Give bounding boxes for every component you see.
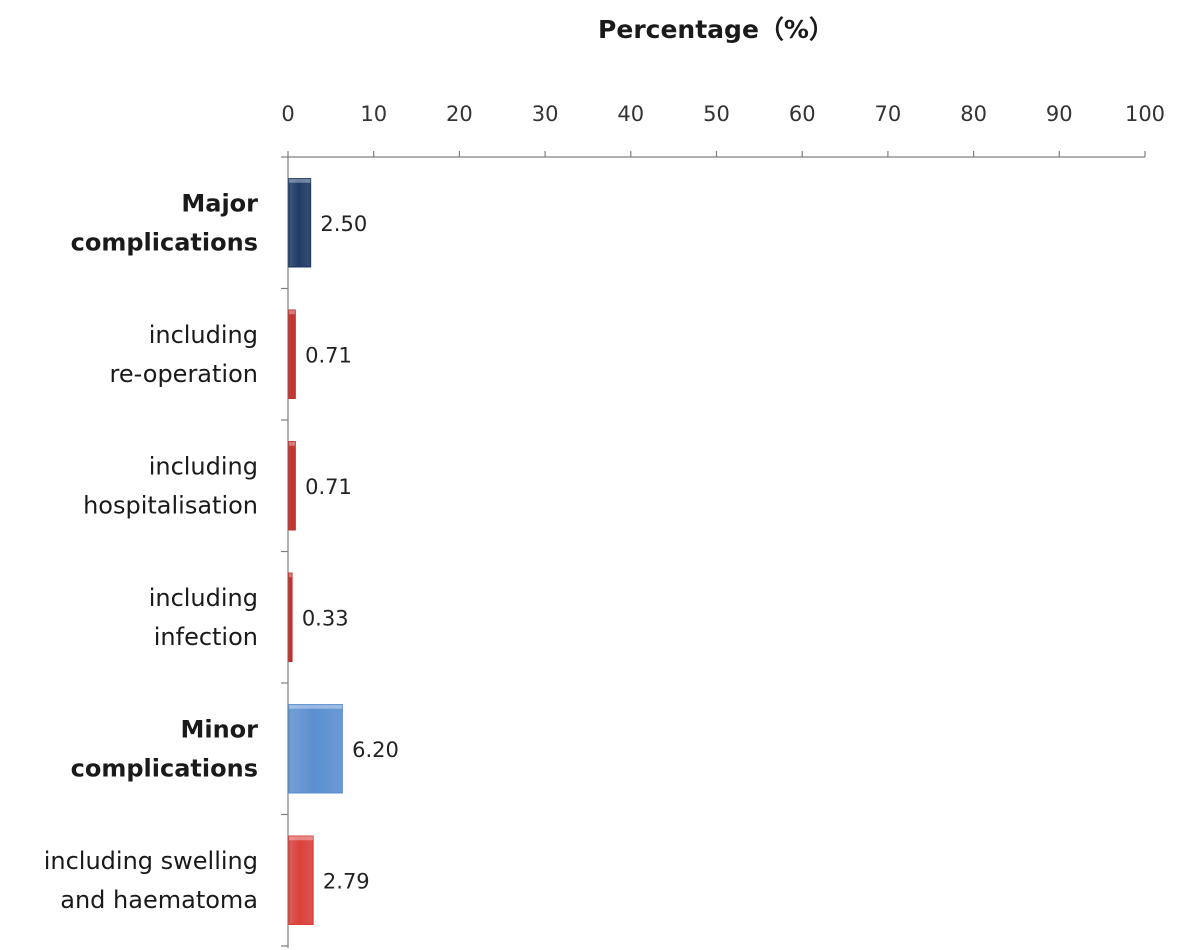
x-tick-label: 80 (960, 102, 987, 126)
category-label: including re-operation (110, 321, 258, 388)
data-label: 0.71 (305, 343, 352, 367)
bar (288, 835, 314, 925)
y-axis (281, 156, 289, 948)
category-label: Minor complications (71, 715, 258, 782)
bar-highlight (289, 178, 311, 183)
bar (288, 441, 296, 531)
bars-group (288, 178, 343, 925)
x-tick-label: 50 (703, 102, 730, 126)
category-label: including swelling and haematoma (44, 847, 258, 914)
data-label: 6.20 (352, 738, 399, 762)
data-labels: 2.50 0.71 0.71 0.33 6.20 2.79 (302, 212, 399, 894)
category-label: Major complications (71, 189, 258, 256)
bar-highlight (289, 836, 313, 841)
x-tick-label: 100 (1125, 102, 1165, 126)
x-axis-title: Percentage（%） (598, 15, 834, 44)
bar (288, 572, 293, 662)
x-tick-label: 40 (617, 102, 644, 126)
bar-highlight (289, 310, 296, 315)
x-tick-label: 0 (281, 102, 294, 126)
bar (288, 704, 343, 794)
x-tick-label: 60 (789, 102, 816, 126)
category-label: including infection (149, 584, 258, 651)
bar-highlight (289, 441, 296, 446)
x-axis: 0 10 20 30 40 50 60 70 80 90 100 (281, 102, 1165, 158)
data-label: 0.71 (305, 475, 352, 499)
data-label: 2.50 (320, 212, 367, 236)
category-label: including hospitalisation (83, 452, 258, 519)
x-tick-label: 20 (446, 102, 473, 126)
bar (288, 309, 296, 399)
data-label: 2.79 (323, 869, 370, 893)
x-tick-label: 10 (360, 102, 387, 126)
bar-highlight (289, 704, 343, 709)
x-tick-label: 70 (875, 102, 902, 126)
data-label: 0.33 (302, 606, 349, 630)
bar (288, 178, 312, 268)
x-tick-label: 30 (532, 102, 559, 126)
category-labels: Major complications including re-operation i… (44, 189, 258, 914)
x-tick-label: 90 (1046, 102, 1073, 126)
bar-highlight (289, 573, 292, 578)
